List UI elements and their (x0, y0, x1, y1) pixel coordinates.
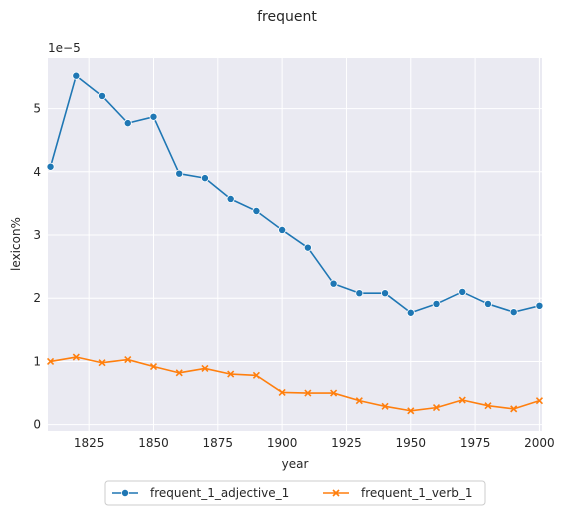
data-point-adjective (509, 308, 518, 317)
data-point-adjective (46, 162, 55, 171)
y-tick-label: 3 (33, 228, 41, 242)
series-verb (47, 353, 543, 415)
data-point-verb (458, 396, 466, 404)
data-point-verb (47, 357, 55, 366)
x-tick-labels: 1825 1850 1875 1900 1925 1950 1975 2000 (74, 436, 555, 450)
data-point-adjective (483, 299, 492, 308)
data-point-verb (72, 353, 80, 361)
data-point-adjective (123, 119, 132, 128)
y-tick-label: 0 (33, 418, 41, 432)
y-tick-label: 1 (33, 354, 41, 368)
data-point-verb (304, 389, 312, 397)
y-tick-labels: 0 1 2 3 4 5 (33, 102, 41, 432)
y-offset-label: 1e−5 (48, 41, 81, 55)
y-tick-label: 4 (33, 165, 41, 179)
x-tick-label: 2000 (524, 436, 555, 450)
data-point-verb (407, 407, 415, 415)
data-point-verb (252, 371, 260, 379)
data-point-adjective (278, 225, 287, 234)
data-point-adjective (432, 299, 441, 308)
series-line-verb (50, 356, 540, 412)
data-point-verb (432, 404, 441, 412)
data-point-adjective (72, 71, 81, 80)
data-point-verb (510, 405, 518, 413)
x-tick-label: 1900 (267, 436, 298, 450)
x-tick-label: 1950 (396, 436, 427, 450)
data-point-adjective (329, 279, 338, 288)
data-point-adjective (200, 174, 209, 183)
data-point-verb (149, 362, 158, 371)
data-point-adjective (355, 289, 364, 298)
legend: frequent_1_adjective_1 frequent_1_verb_1 (104, 480, 486, 506)
y-tick-label: 5 (33, 102, 41, 116)
legend-label-verb: frequent_1_verb_1 (361, 486, 473, 500)
data-point-verb (124, 355, 132, 364)
x-axis-label: year (282, 457, 309, 471)
y-tick-label: 2 (33, 291, 41, 305)
data-point-adjective (226, 194, 235, 203)
x-tick-label: 1850 (138, 436, 169, 450)
plot-area (48, 58, 542, 431)
data-point-verb (278, 388, 286, 397)
legend-marker-verb (332, 489, 340, 497)
series-layer (46, 71, 544, 415)
data-point-adjective (381, 289, 390, 298)
x-tick-label: 1925 (331, 436, 362, 450)
data-point-verb (355, 397, 363, 405)
data-point-adjective (458, 287, 467, 296)
data-point-adjective (535, 301, 544, 310)
data-point-adjective (252, 206, 261, 215)
data-point-verb (330, 389, 338, 397)
data-point-verb (175, 369, 183, 377)
y-axis-label: lexicon% (9, 217, 23, 271)
series-line-adjective (49, 74, 540, 314)
legend-marker-adjective (121, 488, 130, 497)
data-point-adjective (303, 243, 312, 252)
data-point-adjective (406, 308, 415, 317)
data-point-verb (484, 402, 492, 410)
x-tick-label: 1975 (460, 436, 491, 450)
data-point-adjective (175, 169, 184, 178)
data-point-verb (535, 397, 543, 405)
chart-title: frequent (257, 9, 317, 25)
data-point-verb (227, 370, 235, 378)
data-point-verb (98, 359, 106, 367)
data-point-verb (201, 364, 209, 372)
legend-label-adjective: frequent_1_adjective_1 (150, 486, 289, 500)
series-adjective (46, 71, 544, 317)
x-tick-label: 1825 (74, 436, 105, 450)
x-tick-label: 1875 (203, 436, 234, 450)
legend-box (104, 480, 486, 506)
y-gridlines (48, 108, 542, 426)
data-point-adjective (149, 112, 158, 121)
data-point-adjective (98, 91, 107, 100)
data-point-verb (381, 402, 389, 410)
